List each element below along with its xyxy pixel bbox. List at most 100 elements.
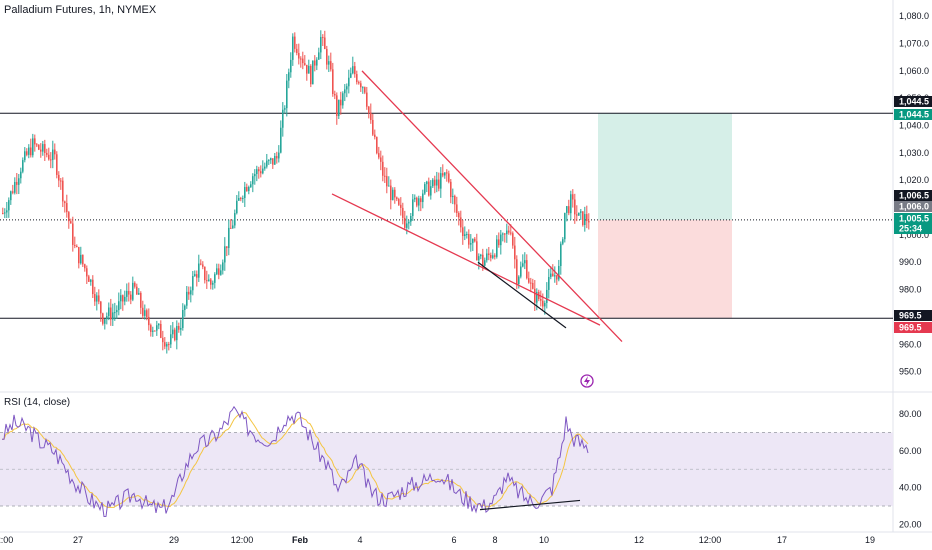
- candle-body: [508, 230, 510, 233]
- candle-body: [118, 301, 120, 311]
- candle-body: [322, 37, 324, 39]
- candle-body: [370, 112, 372, 120]
- price-tag-label: 1,044.5: [899, 110, 929, 120]
- candle-body: [104, 319, 106, 324]
- candle-body: [450, 181, 452, 198]
- candle-body: [440, 173, 442, 189]
- candle-body: [180, 327, 182, 330]
- candle-body: [34, 138, 36, 145]
- candle-body: [288, 72, 290, 81]
- candle-body: [110, 307, 112, 320]
- candle-body: [164, 342, 166, 347]
- price-tag-label: 1,005.5: [899, 214, 929, 224]
- rsi-divergence-line: [479, 499, 581, 511]
- candle-body: [36, 144, 38, 146]
- candle-body: [102, 313, 104, 324]
- candle-body: [190, 290, 192, 295]
- candle-body: [530, 282, 532, 284]
- candle-body: [264, 166, 266, 169]
- candle-body: [556, 275, 558, 280]
- candle-body: [92, 279, 94, 295]
- candle-body: [526, 260, 528, 279]
- candle-body: [276, 156, 278, 159]
- candle-body: [334, 93, 336, 96]
- candle-body: [224, 246, 226, 263]
- candle-body: [566, 206, 568, 213]
- candle-body: [78, 247, 80, 264]
- candle-body: [398, 199, 400, 205]
- candle-body: [514, 245, 516, 260]
- candle-body: [60, 180, 62, 182]
- candle-body: [124, 296, 126, 302]
- candle-body: [318, 52, 320, 60]
- candle-body: [404, 217, 406, 228]
- candle-body: [22, 160, 24, 172]
- candle-body: [144, 310, 146, 316]
- candle-body: [350, 73, 352, 78]
- candle-body: [466, 233, 468, 235]
- candle-body: [300, 58, 302, 60]
- candle-body: [82, 254, 84, 265]
- candle-body: [140, 292, 142, 308]
- candle-body: [360, 83, 362, 88]
- candle-body: [374, 134, 376, 138]
- candle-body: [40, 149, 42, 152]
- candle-body: [488, 253, 490, 255]
- candle-body: [152, 330, 154, 332]
- candle-body: [386, 176, 388, 187]
- price-tick-label: 990.0: [899, 257, 922, 267]
- candle-body: [284, 108, 286, 110]
- time-tick-label: 10: [539, 535, 549, 545]
- time-tick-label: 12:00: [0, 535, 13, 545]
- candle-body: [314, 60, 316, 66]
- candle-body: [346, 86, 348, 90]
- candle-body: [554, 275, 556, 277]
- loss-zone: [598, 219, 732, 319]
- time-tick-label: 8: [492, 535, 497, 545]
- candle-body: [570, 194, 572, 214]
- candle-body: [178, 326, 180, 330]
- candle-body: [464, 234, 466, 237]
- candle-body: [232, 225, 234, 229]
- candle-body: [324, 37, 326, 50]
- candle-body: [198, 263, 200, 278]
- candle-body: [48, 154, 50, 160]
- candle-body: [210, 279, 212, 285]
- candle-body: [580, 211, 582, 213]
- candle-body: [312, 60, 314, 85]
- candle-body: [200, 263, 202, 265]
- candle-body: [394, 189, 396, 198]
- candle-body: [44, 144, 46, 153]
- candle-body: [106, 316, 108, 320]
- price-tick-label: 1,020.0: [899, 175, 929, 185]
- rsi-tick-label: 40.00: [899, 483, 922, 493]
- candle-body: [414, 197, 416, 200]
- candle-body: [126, 290, 128, 297]
- candle-body: [548, 276, 550, 290]
- candle-body: [222, 262, 224, 271]
- candle-body: [136, 286, 138, 295]
- price-tick-label: 960.0: [899, 339, 922, 349]
- candle-body: [468, 233, 470, 245]
- rsi-tick-label: 60.00: [899, 446, 922, 456]
- price-tick-label: 1,040.0: [899, 121, 929, 131]
- candle-body: [328, 61, 330, 65]
- candle-body: [244, 186, 246, 198]
- candle-body: [484, 260, 486, 266]
- candle-body: [162, 337, 164, 343]
- candle-body: [384, 175, 386, 177]
- candle-body: [584, 214, 586, 225]
- candle-body: [260, 171, 262, 174]
- candle-body: [550, 273, 552, 277]
- candle-body: [400, 204, 402, 208]
- candle-body: [10, 191, 12, 201]
- candle-body: [304, 63, 306, 65]
- candle-body: [476, 241, 478, 261]
- candle-body: [402, 207, 404, 218]
- candle-body: [490, 254, 492, 258]
- candle-body: [94, 294, 96, 302]
- candle-body: [202, 264, 204, 267]
- candle-body: [122, 295, 124, 302]
- candle-body: [342, 93, 344, 106]
